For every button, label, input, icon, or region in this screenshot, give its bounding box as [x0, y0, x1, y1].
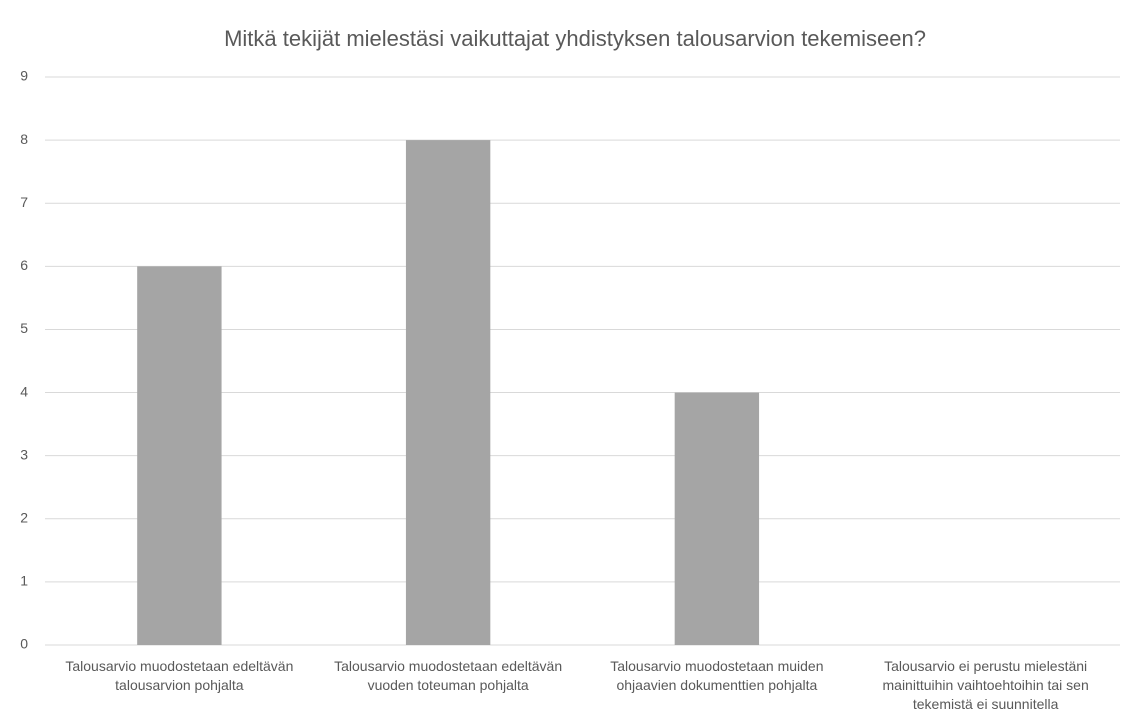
y-tick-label: 9: [20, 68, 28, 84]
y-tick-label: 3: [20, 446, 28, 462]
y-tick-label: 1: [20, 573, 28, 589]
x-tick-label: Talousarvio muodostetaan muiden ohjaavie…: [610, 658, 824, 693]
y-tick-label: 0: [20, 636, 28, 652]
y-tick-label: 7: [20, 194, 28, 210]
x-tick-label: Talousarvio ei perustu mielestäni mainit…: [882, 658, 1089, 712]
y-tick-label: 6: [20, 257, 28, 273]
bar: [674, 392, 760, 645]
y-tick-label: 4: [20, 383, 28, 399]
bar: [137, 266, 222, 645]
x-tick-label: Talousarvio muodostetaan edeltävän talou…: [65, 658, 294, 693]
chart-title: Mitkä tekijät mielestäsi vaikuttajat yhd…: [224, 26, 926, 51]
y-tick-label: 8: [20, 131, 28, 147]
y-tick-label: 2: [20, 509, 28, 525]
bar: [405, 140, 491, 645]
y-tick-label: 5: [20, 320, 28, 336]
x-tick-label: Talousarvio muodostetaan edeltävän vuode…: [334, 658, 563, 693]
